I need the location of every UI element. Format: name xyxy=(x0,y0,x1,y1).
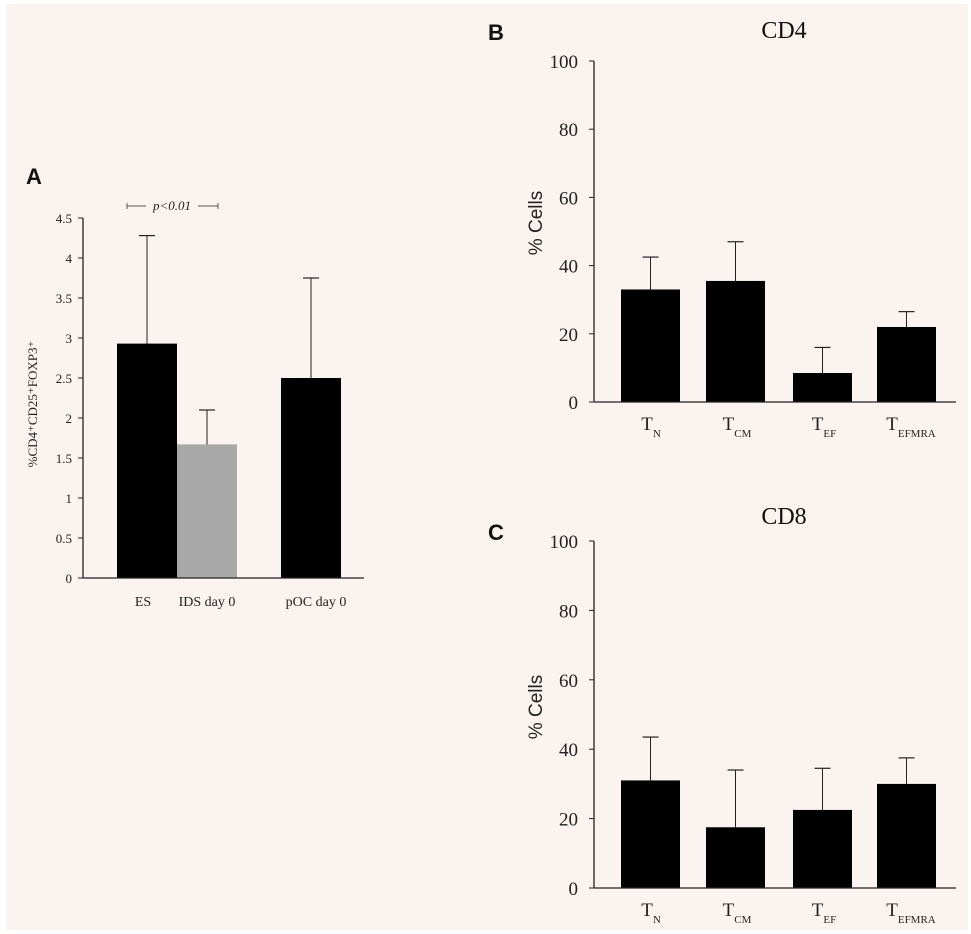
panel-c-bar-3 xyxy=(793,809,852,888)
panel-b-tick-label-4: 80 xyxy=(559,120,578,141)
panel-a-tick-label-7: 3.5 xyxy=(56,291,72,306)
panel-c-tick-label-3: 60 xyxy=(559,671,578,692)
panel-b-category-label-1: TN xyxy=(641,414,661,440)
panel-a-tick-label-9: 4.5 xyxy=(56,211,72,226)
panel-a-tick-label-6: 3 xyxy=(66,331,73,346)
panel-b-tick-label-5: 100 xyxy=(550,52,579,73)
panel-a-tick-label-8: 4 xyxy=(66,251,73,266)
panel-c-category-label-2: TCM xyxy=(723,900,752,926)
panel-b-tick-label-2: 40 xyxy=(559,257,578,278)
figure: A B C 0 0.5 1 1.5 2 2.5 3 3.5 4 4.5 %CD4⁺CD25⁺FOXP… xyxy=(6,4,968,930)
panel-a-bar-1 xyxy=(117,343,177,578)
panel-b-category-label-4: TEFMRA xyxy=(886,414,936,440)
panel-a-tick-label-5: 2.5 xyxy=(56,371,72,386)
panel-b-title: CD4 xyxy=(761,18,806,44)
panel-a-tick-label-3: 1.5 xyxy=(56,451,72,466)
panel-b-category-label-3: TEF xyxy=(812,414,836,440)
panel-b-bar-3 xyxy=(793,373,852,402)
panel-b-y-label: % Cells xyxy=(526,191,547,255)
panel-a-tick-label-4: 2 xyxy=(66,411,73,426)
panel-b-tick-label-0: 0 xyxy=(569,393,579,414)
panel-b-bar-4 xyxy=(877,326,936,402)
panel-b-category-label-2: TCM xyxy=(723,414,752,440)
panel-c-category-label-3: TEF xyxy=(812,900,836,926)
panel-a-bar-3 xyxy=(281,378,341,578)
panel-c-bar-4 xyxy=(877,783,936,888)
panel-a-category-label-2: IDS day 0 xyxy=(179,595,236,610)
panel-b-tick-label-3: 60 xyxy=(559,188,578,209)
panel-c-bar-1 xyxy=(621,780,680,888)
panel-letter-c: C xyxy=(488,520,504,545)
panel-a-tick-label-1: 0.5 xyxy=(56,531,72,546)
panel-b-bar-1 xyxy=(621,289,680,402)
panel-a-bar-2 xyxy=(177,444,237,578)
panel-c-tick-label-4: 80 xyxy=(559,601,578,622)
panel-c-title: CD8 xyxy=(761,504,806,530)
panel-a-category-label-3: pOC day 0 xyxy=(286,595,347,610)
panel-letter-b: B xyxy=(488,20,504,45)
panel-c-tick-label-0: 0 xyxy=(569,879,579,900)
panel-a-tick-label-0: 0 xyxy=(66,571,73,586)
chart-svg: A B C 0 0.5 1 1.5 2 2.5 3 3.5 4 4.5 %CD4⁺CD25⁺FOXP… xyxy=(25,18,956,926)
panel-c-category-label-4: TEFMRA xyxy=(886,900,936,926)
panel-c-y-label: % Cells xyxy=(526,675,547,739)
panel-a-tick-label-2: 1 xyxy=(66,491,73,506)
panel-c-bar-2 xyxy=(706,827,765,888)
panel-a-category-label-1: ES xyxy=(135,595,151,610)
panel-c-category-label-1: TN xyxy=(641,900,661,926)
panel-c-tick-label-2: 40 xyxy=(559,740,578,761)
panel-b-tick-label-1: 20 xyxy=(559,325,578,346)
panel-a-y-label: %CD4⁺CD25⁺FOXP3⁺ xyxy=(25,341,40,468)
panel-c-tick-label-5: 100 xyxy=(550,532,579,553)
panel-letter-a: A xyxy=(26,164,42,189)
panel-c-tick-label-1: 20 xyxy=(559,810,578,831)
panel-b-bar-2 xyxy=(706,280,765,402)
panel-a-significance-label: p<0.01 xyxy=(152,198,191,213)
